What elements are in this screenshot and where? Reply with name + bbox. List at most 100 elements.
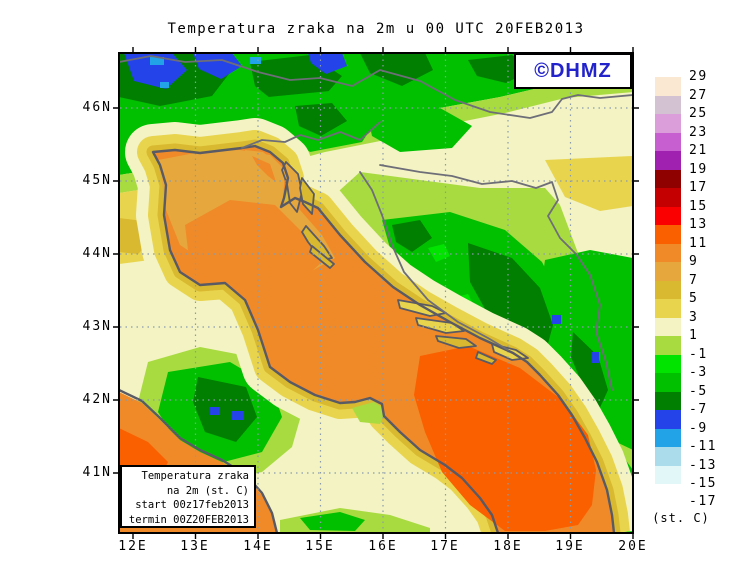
colorbar-tick: -1 (689, 347, 708, 362)
lon-label-14e: 14E (243, 539, 273, 554)
colorbar-tick: 13 (689, 217, 708, 232)
border-sava-drina (379, 164, 613, 391)
colorbar-tick: 11 (689, 236, 708, 251)
lat-label-44n: 44N (82, 246, 112, 261)
apennines-blue-spot-1 (210, 407, 220, 415)
colorbar-tick: -17 (689, 494, 717, 509)
south-adriatic-core (414, 346, 596, 531)
colorbar-tick: -7 (689, 402, 708, 417)
colorbar-block (655, 114, 681, 133)
colorbar-tick: -9 (689, 421, 708, 436)
border-croatia-bosnia (359, 171, 509, 351)
dhmz-copyright-label: ©DHMZ (534, 59, 612, 82)
istria-fill (245, 150, 284, 200)
colorbar-block (655, 133, 681, 151)
colorbar-block (655, 299, 681, 318)
run-info-line-1: Temperatura zraka (141, 470, 249, 482)
colorbar-block (655, 188, 681, 207)
colorbar-tick: -3 (689, 365, 708, 380)
bosnia-blue-spot-2 (592, 352, 599, 363)
alps-blue-3 (308, 54, 347, 74)
slavonia-yellow (545, 156, 632, 211)
slovenia-darkgreen (295, 103, 347, 136)
colorbar-tick: 19 (689, 162, 708, 177)
colorbar-block (655, 318, 681, 336)
colorbar-tick: -15 (689, 476, 717, 491)
alps-cyan-1 (150, 57, 164, 65)
south-italy-green (300, 512, 365, 531)
colorbar-tick: 7 (689, 273, 699, 288)
alps-darkgreen-3 (360, 54, 433, 86)
run-info-line-2: na 2m (st. C) (166, 484, 249, 497)
map-fill-layers (120, 54, 632, 532)
island-dugi-otok (309, 245, 335, 269)
colorbar-tick: 5 (689, 291, 699, 306)
lat-label-42n: 42N (82, 392, 112, 407)
istria-core (252, 156, 276, 182)
apennines-darkgreen (193, 377, 257, 442)
colorbar-tick: 1 (689, 328, 699, 343)
copyright-box: ©DHMZ (514, 53, 632, 89)
alps-blue-1 (124, 54, 187, 89)
lat-label-43n: 43N (82, 319, 112, 334)
apennines-blue-spot-2 (232, 411, 244, 420)
colorbar-block (655, 336, 681, 355)
border-north (120, 55, 632, 119)
colorbar-block (655, 373, 681, 392)
lon-label-12e: 12E (118, 539, 148, 554)
colorbar-tick: 3 (689, 310, 699, 325)
lon-label-17e: 17E (430, 539, 460, 554)
colorbar-tick: 15 (689, 199, 708, 214)
colorbar-block (655, 244, 681, 262)
run-info-box: Temperatura zraka na 2m (st. C) start 00… (120, 465, 256, 528)
island-mljet (475, 351, 497, 365)
map-frame (118, 52, 634, 534)
colorbar-block (655, 447, 681, 466)
colorbar-block (655, 429, 681, 447)
page-title: Temperatura zraka na 2m u 00 UTC 20FEB20… (167, 21, 585, 37)
border-slovenia-croatia (241, 121, 381, 149)
lon-label-19e: 19E (555, 539, 585, 554)
lat-label-46n: 46N (82, 100, 112, 115)
colorbar-tick: 27 (689, 88, 708, 103)
bosnia-darkgreen-1 (392, 220, 432, 252)
colorbar-tick: -5 (689, 384, 708, 399)
lon-label-18e: 18E (493, 539, 523, 554)
colorbar-block (655, 151, 681, 170)
colorbar-tick: 9 (689, 254, 699, 269)
colorbar-tick: -11 (689, 439, 717, 454)
colorbar-tick: 21 (689, 143, 708, 158)
run-info-line-3: start 00z17feb2013 (135, 499, 249, 511)
lat-label-41n: 41N (82, 465, 112, 480)
north-adriatic-orange (185, 200, 322, 286)
alps-cyan-2 (250, 57, 261, 64)
colorbar-tick: -13 (689, 458, 717, 473)
gargano-green (352, 402, 386, 424)
lon-label-13e: 13E (180, 539, 210, 554)
colorbar-block (655, 392, 681, 410)
colorbar-block (655, 207, 681, 225)
alps-cyan-3 (160, 82, 169, 88)
zagreb-green (368, 108, 472, 152)
colorbar-block (655, 225, 681, 244)
bosnia-blue-spot-1 (552, 315, 561, 324)
colorbar-block (655, 262, 681, 281)
lat-label-45n: 45N (82, 173, 112, 188)
colorbar-block (655, 466, 681, 484)
run-info-line-4: termin 00Z20FEB2013 (128, 513, 249, 526)
bosnia-darkgreen-3 (571, 332, 608, 412)
colorbar-unit-label: (st. C) (652, 511, 710, 525)
colorbar-block (655, 170, 681, 188)
colorbar-block (655, 77, 681, 96)
colorbar-block (655, 96, 681, 114)
colorbar-block (655, 484, 681, 502)
colorbar-tick: 23 (689, 125, 708, 140)
colorbar-tick: 25 (689, 106, 708, 121)
colorbar-block (655, 281, 681, 299)
lon-label-20e: 20E (618, 539, 648, 554)
colorbar-tick: 17 (689, 180, 708, 195)
adriatic-coastline (151, 144, 616, 532)
colorbar-tick: 29 (689, 69, 708, 84)
